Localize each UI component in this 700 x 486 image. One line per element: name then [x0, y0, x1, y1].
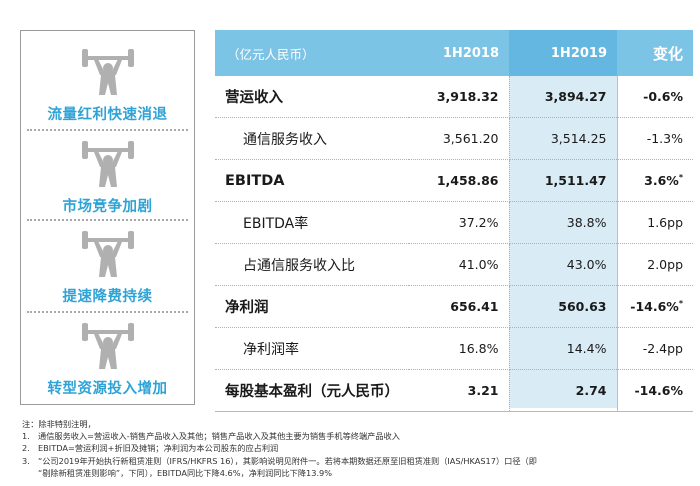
challenge-label: 流量红利快速消退	[47, 107, 168, 123]
value-change: -14.6%	[617, 369, 693, 412]
row-label: 营运收入	[215, 76, 409, 118]
challenge-item: 流量红利快速消退	[21, 45, 194, 124]
value-change: -2.4pp	[617, 327, 693, 370]
row-label: 净利润率	[215, 327, 409, 370]
value-1h2018: 3,561.20	[409, 117, 510, 160]
value-1h2019: 38.8%	[509, 201, 618, 244]
value-change: -14.6%*	[617, 285, 693, 328]
value-1h2018: 16.8%	[409, 327, 510, 370]
table-header: （亿元人民币） 1H2018 1H2019 变化	[215, 30, 693, 76]
value-1h2019: 14.4%	[509, 327, 618, 370]
table-row: 占通信服务收入比 41.0% 43.0% 2.0pp	[215, 243, 693, 286]
footnote-mark: *	[678, 172, 683, 182]
challenges-panel: 流量红利快速消退 市场竞争加剧 提速降费持续	[20, 30, 195, 405]
challenge-item: 提速降费持续	[21, 227, 194, 306]
weightlifter-icon	[81, 141, 134, 187]
challenge-label: 提速降费持续	[62, 289, 153, 305]
value-1h2018: 37.2%	[409, 201, 510, 244]
footnote-mark: *	[678, 298, 683, 308]
value-1h2018: 3.21	[409, 369, 510, 412]
table-row: 营运收入 3,918.32 3,894.27 -0.6%	[215, 76, 693, 118]
column-header-1h2018: 1H2018	[409, 30, 509, 76]
footnotes: 注：除非特别注明， 1. 通信服务收入=营运收入-销售产品收入及其他；销售产品收入…	[22, 418, 692, 479]
table-row: EBITDA率 37.2% 38.8% 1.6pp	[215, 201, 693, 244]
challenge-label: 市场竞争加剧	[62, 199, 153, 215]
weightlifter-icon	[81, 49, 134, 95]
row-label: EBITDA率	[215, 201, 409, 244]
row-label: 净利润	[215, 285, 409, 328]
footnote-continuation: “剔除新租赁准则影响”，下同），EBITDA同比下降4.6%，净利润同比下降13…	[38, 467, 333, 478]
divider	[27, 219, 188, 221]
table-row: 净利润率 16.8% 14.4% -2.4pp	[215, 327, 693, 370]
value-1h2019: 3,514.25	[509, 117, 618, 160]
value-1h2018: 1,458.86	[409, 159, 510, 202]
financial-table: （亿元人民币） 1H2018 1H2019 变化 营运收入 3,918.32 3…	[215, 30, 693, 412]
column-header-change: 变化	[617, 30, 693, 76]
notes-title: 注：除非特别注明，	[22, 419, 96, 429]
row-label: 每股基本盈利（元人民币）	[215, 369, 409, 412]
value-1h2019: 560.63	[509, 285, 618, 328]
value-1h2018: 3,918.32	[409, 76, 510, 118]
row-label: 通信服务收入	[215, 117, 409, 160]
value-1h2019: 3,894.27	[509, 76, 618, 118]
divider	[27, 311, 188, 313]
financial-table-container: （亿元人民币） 1H2018 1H2019 变化 营运收入 3,918.32 3…	[215, 30, 693, 412]
footnote: 3. “公司2019年开始执行新租赁准则（IFRS/HKFRS 16），其影响说明…	[22, 455, 537, 466]
value-change: 2.0pp	[617, 243, 693, 286]
value-1h2018: 656.41	[409, 285, 510, 328]
value-change: 1.6pp	[617, 201, 693, 244]
row-label: 占通信服务收入比	[215, 243, 409, 286]
value-1h2018: 41.0%	[409, 243, 510, 286]
weightlifter-icon	[81, 323, 134, 369]
table-row: 通信服务收入 3,561.20 3,514.25 -1.3%	[215, 117, 693, 160]
table-row: 每股基本盈利（元人民币） 3.21 2.74 -14.6%	[215, 369, 693, 412]
row-label: EBITDA	[215, 159, 409, 202]
challenge-item: 市场竞争加剧	[21, 137, 194, 216]
value-1h2019: 43.0%	[509, 243, 618, 286]
weightlifter-icon	[81, 231, 134, 277]
divider	[27, 129, 188, 131]
value-change: 3.6%*	[617, 159, 693, 202]
column-header-1h2019: 1H2019	[509, 30, 617, 76]
value-1h2019: 1,511.47	[509, 159, 618, 202]
value-change: -0.6%	[617, 76, 693, 118]
table-row: 净利润 656.41 560.63 -14.6%*	[215, 285, 693, 328]
footnote: 2. EBITDA=营运利润+折旧及摊销；净利润为本公司股东的应占利润	[22, 443, 279, 454]
challenge-label: 转型资源投入增加	[47, 381, 168, 397]
table-row: EBITDA 1,458.86 1,511.47 3.6%*	[215, 159, 693, 202]
challenge-item: 转型资源投入增加	[21, 319, 194, 398]
unit-header: （亿元人民币）	[215, 30, 409, 76]
footnote: 1. 通信服务收入=营运收入-销售产品收入及其他；销售产品收入及其他主要为销售手机…	[22, 431, 400, 442]
value-1h2019: 2.74	[509, 369, 618, 412]
value-change: -1.3%	[617, 117, 693, 160]
